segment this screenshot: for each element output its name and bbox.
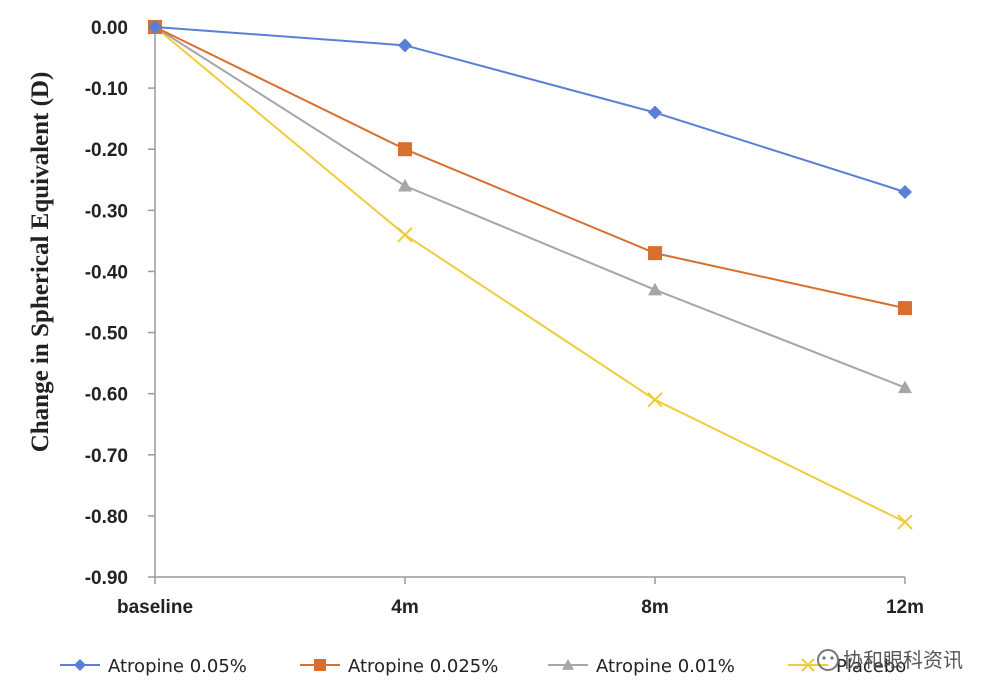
diamond-marker [74,659,86,671]
x-marker-stroke [647,392,663,408]
diamond-marker [648,105,662,120]
triangle-marker [648,282,662,296]
legend-label: Atropine 0.05% [108,656,247,677]
x-marker-stroke [397,227,413,243]
y-tick-label: -0.50 [85,324,128,345]
diamond-marker [398,38,412,53]
legend-label: Atropine 0.01% [596,656,735,677]
diamond-marker [148,20,162,34]
wechat-icon-dot [830,656,834,660]
legend-item: Atropine 0.05% [60,656,247,677]
y-tick-label: -0.80 [85,507,128,528]
y-tick-label: -0.20 [85,140,128,161]
series-atropine-0-01- [148,20,912,394]
triangle-marker [898,380,912,394]
y-tick-label: -0.60 [85,385,128,406]
y-tick-label: -0.10 [85,79,128,100]
x-tick-label: 12m [886,597,924,618]
y-tick-label: -0.30 [85,201,128,222]
x-marker [397,227,413,243]
wechat-icon [817,649,839,671]
y-tick-label: -0.70 [85,446,128,467]
series-atropine-0-05- [148,20,912,199]
legend-item: Placebo [788,656,906,677]
series-line [154,26,906,523]
series-layer [147,19,913,530]
x-marker [801,658,815,672]
legend-item: Atropine 0.01% [548,656,735,677]
legend: Atropine 0.05% Atropine 0.025% Atropine 0.… [60,656,906,677]
legend-label: Atropine 0.025% [348,656,498,677]
series-atropine-0-025- [148,20,912,316]
y-axis-label-group: Change in Spherical Equivalent (D) [27,72,54,453]
square-marker [648,246,662,261]
wechat-icon-dot [822,656,826,660]
square-marker [398,142,412,157]
diamond-marker [898,185,912,199]
x-tick-label: baseline [117,597,193,618]
square-marker [314,659,326,671]
y-axis-label: Change in Spherical Equivalent (D) [27,72,54,453]
triangle-marker [398,178,412,192]
triangle-marker [562,659,574,670]
y-tick-label: 0.00 [91,18,128,39]
series-line [154,26,906,310]
x-marker [897,514,913,530]
series-line [154,26,906,389]
watermark-text: 协和眼科资讯 [843,648,963,672]
x-tick-label: 8m [641,597,668,618]
x-tick-label: 4m [391,597,418,618]
square-marker [898,301,912,316]
series-line [154,26,906,193]
y-tick-label: -0.40 [85,262,128,283]
x-marker-stroke [897,514,913,530]
x-marker-stroke [801,658,815,672]
x-marker [647,392,663,408]
legend-label: Placebo [836,656,906,677]
y-tick-label: -0.90 [85,568,128,589]
watermark: 协和眼科资讯 [817,648,963,672]
legend-item: Atropine 0.025% [300,656,498,677]
axis-layer: 0.00 -0.10 -0.20 -0.30 -0.40 -0.50 -0.60 -0.70 -… [85,18,924,618]
